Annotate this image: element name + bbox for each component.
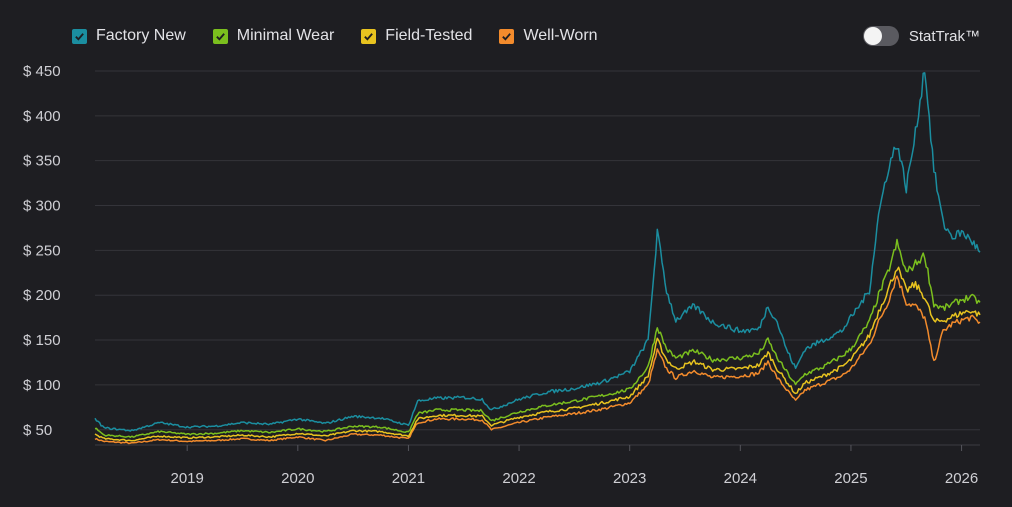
legend-item-well-worn[interactable]: Well-Worn — [499, 27, 598, 45]
legend-item-minimal-wear[interactable]: Minimal Wear — [212, 27, 335, 45]
grid — [95, 70, 980, 446]
x-tick-label: 2019 — [171, 470, 204, 487]
stattrak-toggle[interactable]: StatTrak™ — [862, 26, 980, 46]
checkbox-checked-icon[interactable] — [72, 28, 87, 44]
checkbox-checked-icon[interactable] — [499, 28, 515, 44]
series-line-field-tested[interactable] — [94, 266, 981, 442]
legend-label: Minimal Wear — [236, 27, 335, 44]
x-tick-label: 2025 — [834, 470, 867, 487]
y-tick-label: $ 200 — [23, 287, 61, 304]
toggle-knob — [863, 27, 882, 45]
y-tick-label: $ 300 — [23, 198, 61, 215]
y-tick-label: $ 250 — [23, 242, 61, 259]
y-tick-label: $ 400 — [23, 108, 61, 125]
series-line-well-worn[interactable] — [94, 275, 981, 445]
series-lines[interactable] — [94, 72, 981, 445]
x-axis: 2019 2020 2021 2022 2023 2024 2025 2026 — [171, 445, 978, 487]
x-tick-label: 2021 — [392, 470, 425, 487]
x-tick-label: 2024 — [724, 470, 757, 487]
legend-item-field-tested[interactable]: Field-Tested — [361, 27, 472, 45]
x-tick-label: 2022 — [502, 470, 535, 487]
series-line-factory-new[interactable] — [94, 72, 981, 432]
y-tick-label: $ 450 — [23, 63, 61, 80]
y-tick-label: $ 350 — [23, 153, 61, 170]
checkbox-checked-icon[interactable] — [361, 28, 377, 44]
legend-label: Field-Tested — [385, 27, 473, 44]
y-tick-label: $ 150 — [23, 332, 61, 349]
legend-label: Factory New — [96, 27, 186, 44]
stattrak-label: StatTrak™ — [908, 27, 980, 45]
y-tick-label: $ 100 — [23, 377, 61, 394]
legend-label: Well-Worn — [523, 27, 598, 44]
x-tick-label: 2023 — [613, 470, 646, 487]
x-tick-label: 2026 — [945, 470, 978, 487]
x-tick-label: 2020 — [281, 470, 314, 487]
toggle-switch[interactable] — [862, 26, 899, 46]
y-tick-label: $ 50 — [23, 422, 52, 439]
y-axis: $ 50 $ 100 $ 150 $ 200 $ 250 $ 300 $ 350 $ 400 $… — [23, 63, 61, 439]
checkbox-checked-icon[interactable] — [212, 28, 228, 44]
series-line-minimal-wear[interactable] — [94, 238, 981, 438]
legend-item-factory-new[interactable]: Factory New — [72, 27, 186, 45]
legend: Factory New Minimal Wear Field-Tested We… — [72, 27, 625, 45]
